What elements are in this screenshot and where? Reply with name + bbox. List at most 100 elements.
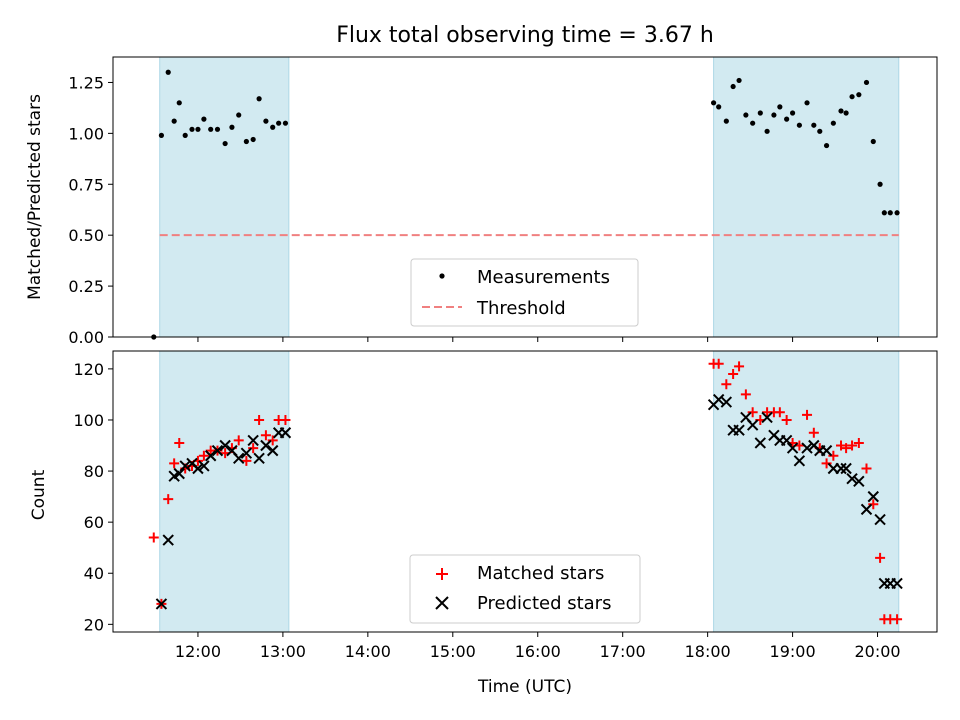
measurement-point — [764, 128, 770, 134]
measurement-point — [171, 118, 177, 124]
predicted-star-point — [198, 460, 210, 472]
measurement-point — [823, 142, 830, 149]
measurement-point — [716, 104, 722, 110]
predicted-star-point — [240, 447, 253, 459]
measurement-point — [730, 83, 736, 90]
predicted-star-point — [867, 490, 879, 503]
x-tick-label: 16:00 — [515, 642, 561, 661]
top-legend-box — [410, 258, 639, 327]
bottom-y-axis-label: Count — [29, 469, 49, 520]
measurement-point — [881, 210, 887, 216]
measurement-point — [195, 126, 201, 132]
measurement-point — [208, 126, 214, 132]
measurement-point — [222, 140, 228, 147]
legend-matched-marker — [436, 568, 448, 580]
matched-star-point — [747, 407, 758, 418]
measurement-point — [270, 124, 276, 130]
measurement-point — [804, 100, 810, 106]
measurement-point — [843, 110, 849, 116]
measurement-point — [236, 112, 242, 118]
x-tick-label: 18:00 — [685, 642, 731, 661]
measurement-point — [887, 210, 893, 216]
top-axes-frame — [112, 56, 938, 338]
predicted-star-point — [860, 503, 873, 516]
x-axis-label: Time (UTC) — [477, 677, 572, 697]
predicted-star-point — [761, 411, 773, 424]
matched-star-point — [174, 437, 185, 448]
legend-measurements-label: Measurements — [477, 267, 610, 288]
bottom-y-tick-label: 40 — [84, 564, 104, 583]
predicted-star-point — [853, 475, 865, 487]
measurement-point — [757, 110, 763, 116]
predicted-star-point — [746, 419, 759, 431]
bottom-y-tick-label: 80 — [84, 462, 104, 481]
predicted-star-point — [733, 424, 745, 436]
legend-predicted-label: Predicted stars — [477, 593, 611, 614]
measurement-point — [849, 94, 855, 100]
predicted-star-point — [155, 598, 168, 610]
legend-matched-label: Matched stars — [477, 563, 604, 584]
matched-star-point — [169, 458, 180, 469]
measurement-point — [201, 116, 207, 122]
matched-star-point — [254, 414, 265, 425]
predicted-star-point — [233, 452, 245, 464]
matched-star-point — [163, 494, 174, 505]
measurement-point — [830, 120, 836, 126]
matched-star-point — [808, 427, 819, 438]
measurement-point — [789, 110, 796, 116]
bottom-y-tick-label: 20 — [84, 615, 104, 634]
matched-star-point — [836, 440, 847, 451]
matched-star-point — [233, 435, 244, 446]
matched-star-point — [248, 443, 259, 454]
measurement-point — [736, 77, 742, 84]
bottom-panel: 20 40 60 80 100 120 12:00 13:00 14:00 15:00 16:00 1… — [73, 350, 938, 661]
matched-star-point — [821, 458, 832, 469]
matched-star-point — [781, 414, 792, 425]
legend-predicted-marker — [435, 596, 449, 610]
predicted-star-point — [173, 467, 185, 480]
measurement-point — [263, 118, 269, 124]
bottom-shaded-region-0 — [159, 350, 290, 633]
bottom-shaded-region-1 — [713, 350, 900, 633]
matched-star-point — [280, 414, 291, 425]
measurement-point — [256, 96, 262, 102]
matched-star-point — [841, 443, 852, 454]
predicted-star-point — [204, 450, 217, 462]
measurement-point — [817, 128, 823, 134]
top-y-axis-label: Matched/Predicted stars — [25, 94, 45, 300]
predicted-star-point — [820, 444, 833, 457]
matched-star-point — [892, 614, 903, 625]
predicted-star-point — [801, 442, 813, 454]
measurement-point — [777, 104, 783, 110]
matched-star-point — [260, 430, 271, 441]
matched-star-point — [868, 499, 879, 510]
chart-title: Flux total observing time = 3.67 h — [336, 23, 714, 48]
measurement-point — [182, 132, 188, 138]
matched-star-point — [713, 358, 724, 369]
matched-star-point — [828, 450, 839, 461]
predicted-star-point — [192, 462, 204, 475]
measurement-point — [743, 112, 749, 118]
top-panel: 0.00 0.25 0.50 0.75 1.00 1.25 Measurements Thre… — [68, 56, 938, 347]
legend-threshold-label: Threshold — [476, 298, 566, 319]
predicted-star-point — [754, 437, 767, 449]
matched-star-point — [241, 455, 252, 466]
bottom-legend: Matched stars Predicted stars — [409, 554, 641, 624]
measurement-point — [771, 112, 777, 118]
measurement-point — [165, 69, 171, 75]
bottom-y-tick-label: 100 — [73, 411, 104, 430]
top-y-tick-label: 1.25 — [68, 73, 104, 92]
matched-star-point — [875, 552, 886, 563]
measurement-point — [838, 108, 844, 114]
predicted-star-point — [219, 439, 231, 452]
predicted-star-point — [260, 439, 272, 452]
predicted-star-point — [793, 455, 806, 467]
top-y-tick-label: 0.75 — [68, 175, 104, 194]
legend-measurements-marker — [439, 273, 445, 279]
matched-star-point — [734, 361, 745, 372]
measurement-point — [856, 92, 862, 98]
predicted-star-point — [162, 534, 174, 546]
measurement-point — [243, 138, 249, 145]
x-tick-label: 17:00 — [600, 642, 646, 661]
